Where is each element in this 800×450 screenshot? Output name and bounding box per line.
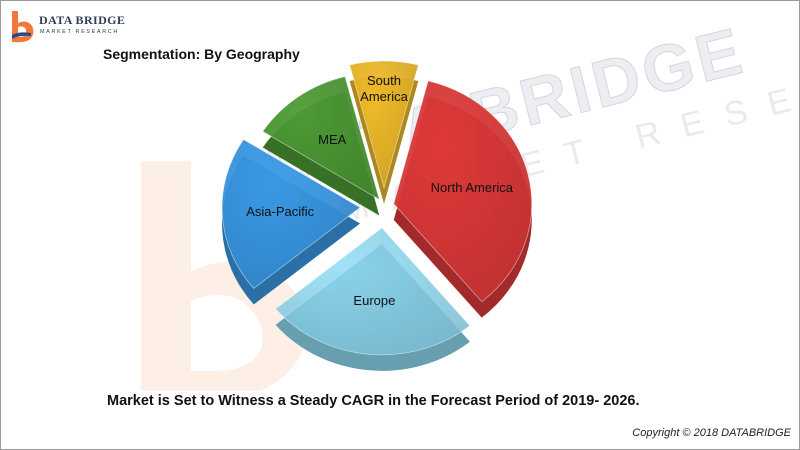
slice-south-america xyxy=(349,60,419,190)
slice-mea xyxy=(262,76,380,201)
logo-brand-sub: MARKET RESEARCH xyxy=(40,29,119,35)
logo-brand-name: DATA BRIDGE xyxy=(39,13,126,27)
slice-label-europe: Europe xyxy=(353,293,395,308)
brand-logo: DATA BRIDGE MARKET RESEARCH xyxy=(9,9,129,45)
slice-label-north-america: North America xyxy=(431,180,514,195)
headline: Market is Set to Witness a Steady CAGR i… xyxy=(107,393,640,409)
slice-north-america xyxy=(393,80,533,303)
chart-title: Segmentation: By Geography xyxy=(103,46,300,62)
slice-label-asia-pacific: Asia-Pacific xyxy=(246,204,314,219)
slice-label-south-america: South America xyxy=(360,73,408,104)
slice-label-mea: MEA xyxy=(318,132,347,147)
watermark-logo-icon xyxy=(141,161,306,391)
logo-icon xyxy=(12,11,34,43)
slice-europe xyxy=(275,227,471,356)
copyright: Copyright © 2018 DATABRIDGE xyxy=(632,427,791,439)
slice-asia-pacific xyxy=(221,138,361,289)
